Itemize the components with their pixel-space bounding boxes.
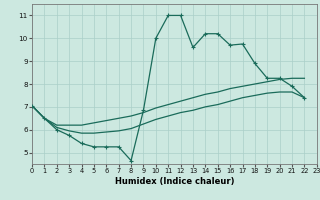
X-axis label: Humidex (Indice chaleur): Humidex (Indice chaleur) <box>115 177 234 186</box>
